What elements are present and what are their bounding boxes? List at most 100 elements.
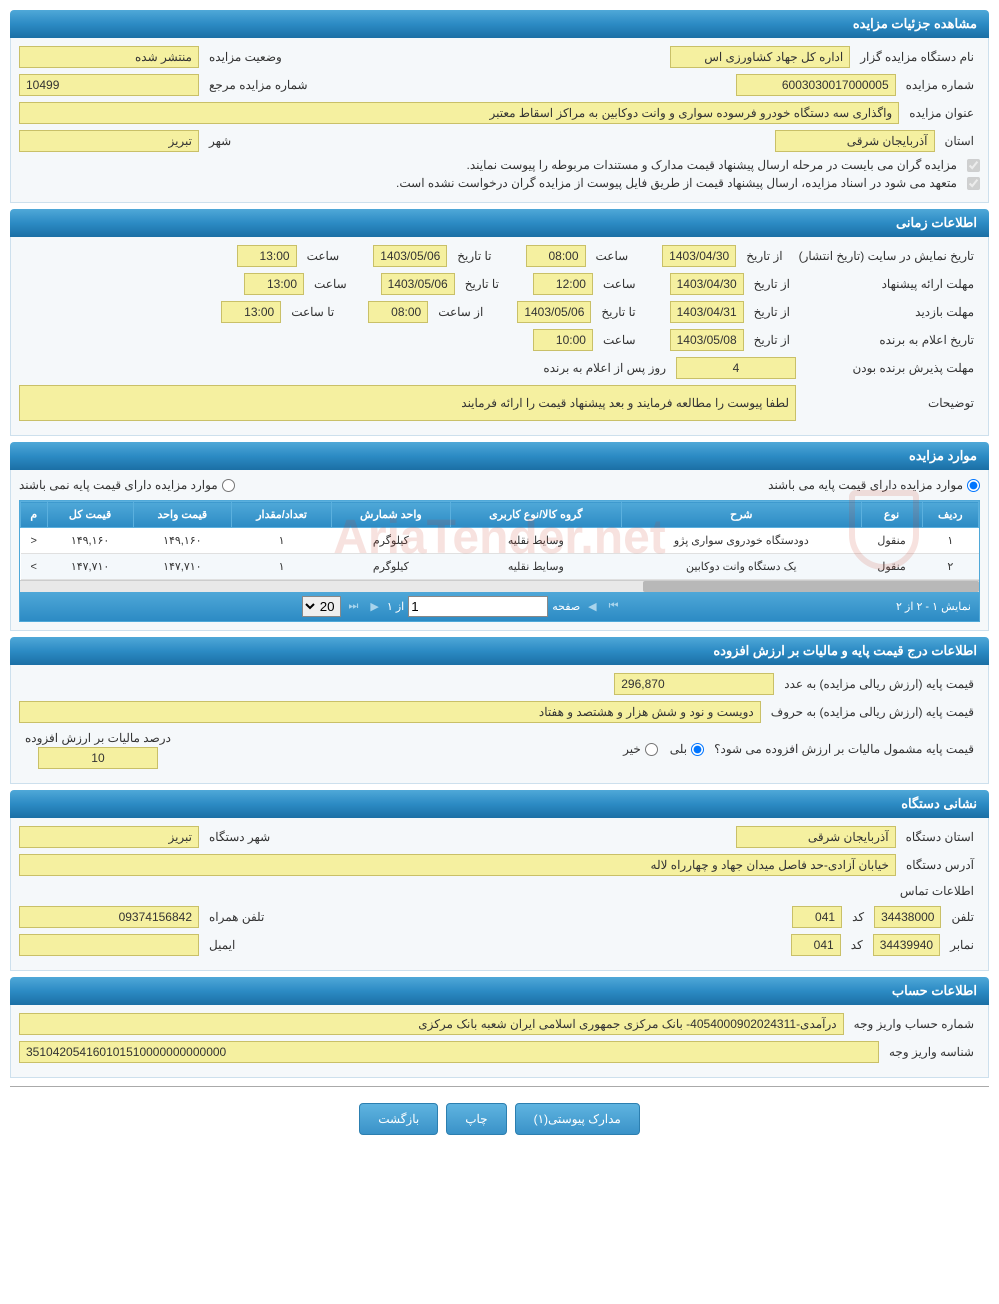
section-body-pricing: قیمت پایه (ارزش ریالی مزایده) به عدد 296… <box>10 665 989 784</box>
number-label: شماره مزایده <box>900 76 980 94</box>
table-cell: کیلوگرم <box>332 554 450 580</box>
button-bar: مدارک پیوستی(۱) چاپ بازگشت <box>10 1086 989 1151</box>
table-cell: ۱۴۷,۷۱۰ <box>47 554 133 580</box>
email-value <box>19 934 199 956</box>
no-base-radio[interactable] <box>222 479 235 492</box>
from-label-3: از تاریخ <box>748 303 796 321</box>
accept-days: 4 <box>676 357 796 379</box>
table-horizontal-scrollbar[interactable] <box>20 580 979 592</box>
section-header-pricing: اطلاعات درج قیمت پایه و مالیات بر ارزش ا… <box>10 637 989 665</box>
pager-page-input[interactable] <box>408 596 548 617</box>
agency-value: اداره کل جهاد کشاورزی اس <box>670 46 850 68</box>
vat-yes-label[interactable]: بلی <box>670 742 704 756</box>
to-time-label: تا ساعت <box>285 303 340 321</box>
publish-label: تاریخ نمایش در سایت (تاریخ انتشار) <box>793 247 980 265</box>
time-label-4: ساعت <box>308 275 353 293</box>
section-header-timing: اطلاعات زمانی <box>10 209 989 237</box>
table-row: ۱منقولدودستگاه خودروی سواری پژووسایط نقل… <box>21 528 979 554</box>
check1-label: مزایده گران می بایست در مرحله ارسال پیشن… <box>467 158 957 172</box>
base-txt-value: دویست و نود و شش هزار و هشتصد و هفتاد <box>19 701 761 723</box>
code-label-2: کد <box>845 936 869 954</box>
proposal-to-time: 13:00 <box>244 273 304 295</box>
pager-first-icon[interactable]: ⏮ <box>605 600 623 613</box>
agency-province-value: آذربایجان شرقی <box>736 826 896 848</box>
items-table-container: ردیف نوع شرح گروه کالا/نوع کاربری واحد ش… <box>19 500 980 622</box>
phone-value: 34438000 <box>874 906 941 928</box>
col-desc: شرح <box>622 502 861 528</box>
province-label: استان <box>939 132 980 150</box>
table-cell: وسایط نقلیه <box>450 554 622 580</box>
time-label-5: ساعت <box>597 331 642 349</box>
to-label-3: تا تاریخ <box>595 303 641 321</box>
has-base-radio-label[interactable]: موارد مزایده دارای قیمت پایه می باشند <box>768 478 980 492</box>
publish-from-time: 08:00 <box>526 245 586 267</box>
table-cell: ۱۴۹,۱۶۰ <box>47 528 133 554</box>
visit-label: مهلت بازدید <box>800 303 980 321</box>
agency-addr-value: خیابان آزادی-حد فاصل میدان جهاد و چهاررا… <box>19 854 896 876</box>
vat-pct-label: درصد مالیات بر ارزش افزوده <box>19 729 177 747</box>
table-cell: < <box>21 528 48 554</box>
from-label-2: از تاریخ <box>748 275 796 293</box>
vat-no-label[interactable]: خیر <box>623 742 658 756</box>
winner-time: 10:00 <box>533 329 593 351</box>
accept-label: مهلت پذیرش برنده بودن <box>800 359 980 377</box>
publish-from-date: 1403/04/30 <box>662 245 736 267</box>
status-label: وضعیت مزایده <box>203 48 288 66</box>
phone-code-value: 041 <box>792 906 842 928</box>
print-button[interactable]: چاپ <box>446 1103 506 1135</box>
agency-province-label: استان دستگاه <box>900 828 980 846</box>
table-cell: ۱ <box>232 528 332 554</box>
table-pager: نمایش ۱ - ۲ از ۲ ⏮ ◀ صفحه از ۱ ▶ ⏭ 20 <box>20 592 979 621</box>
pager-next-icon[interactable]: ▶ <box>366 600 382 613</box>
items-table: ردیف نوع شرح گروه کالا/نوع کاربری واحد ش… <box>20 501 979 580</box>
section-header-details: مشاهده جزئیات مزایده <box>10 10 989 38</box>
agency-city-label: شهر دستگاه <box>203 828 276 846</box>
phone-label: تلفن <box>945 908 980 926</box>
scrollbar-thumb[interactable] <box>643 581 979 592</box>
email-label: ایمیل <box>203 936 241 954</box>
col-cat: گروه کالا/نوع کاربری <box>450 502 622 528</box>
col-more: م <box>21 502 48 528</box>
vat-no-radio[interactable] <box>645 743 658 756</box>
proposal-from-time: 12:00 <box>533 273 593 295</box>
proposal-label: مهلت ارائه پیشنهاد <box>800 275 980 293</box>
col-type: نوع <box>861 502 922 528</box>
code-label-1: کد <box>846 908 870 926</box>
to-label-1: تا تاریخ <box>451 247 497 265</box>
from-time-label: از ساعت <box>432 303 489 321</box>
has-base-radio[interactable] <box>967 479 980 492</box>
table-cell: ۱۴۷,۷۱۰ <box>133 554 231 580</box>
section-header-account: اطلاعات حساب <box>10 977 989 1005</box>
no-base-text: موارد مزایده دارای قیمت پایه نمی باشند <box>19 478 218 492</box>
pager-last-icon[interactable]: ⏭ <box>345 600 363 613</box>
table-cell: کیلوگرم <box>332 528 450 554</box>
base-num-value: 296,870 <box>614 673 774 695</box>
pager-per-page-select[interactable]: 20 <box>302 596 341 617</box>
section-body-items: موارد مزایده دارای قیمت پایه می باشند مو… <box>10 470 989 631</box>
city-value: تبریز <box>19 130 199 152</box>
section-body-timing: تاریخ نمایش در سایت (تاریخ انتشار) از تا… <box>10 237 989 436</box>
section-body-agency: استان دستگاه آذربایجان شرقی شهر دستگاه ت… <box>10 818 989 971</box>
back-button[interactable]: بازگشت <box>359 1103 438 1135</box>
col-qty: تعداد/مقدار <box>232 502 332 528</box>
col-total: قیمت کل <box>47 502 133 528</box>
table-cell: ۱ <box>922 528 978 554</box>
table-cell: > <box>21 554 48 580</box>
no-base-radio-label[interactable]: موارد مزایده دارای قیمت پایه نمی باشند <box>19 478 235 492</box>
proposal-to-date: 1403/05/06 <box>381 273 455 295</box>
section-header-items: موارد مزایده <box>10 442 989 470</box>
pager-summary: نمایش ۱ - ۲ از ۲ <box>896 600 971 613</box>
time-label-3: ساعت <box>597 275 642 293</box>
agency-addr-label: آدرس دستگاه <box>900 856 980 874</box>
notes-label: توضیحات <box>800 394 980 412</box>
base-txt-label: قیمت پایه (ارزش ریالی مزایده) به حروف <box>765 703 980 721</box>
col-row: ردیف <box>922 502 978 528</box>
agency-label: نام دستگاه مزایده گزار <box>854 48 980 66</box>
visit-to-date: 1403/05/06 <box>517 301 591 323</box>
table-row: ۲منقولیک دستگاه وانت دوکابینوسایط نقلیهک… <box>21 554 979 580</box>
section-body-account: شماره حساب واریز وجه درآمدی-405400090202… <box>10 1005 989 1078</box>
pager-prev-icon[interactable]: ◀ <box>584 600 600 613</box>
title-value: واگذاری سه دستگاه خودرو فرسوده سواری و و… <box>19 102 899 124</box>
vat-yes-radio[interactable] <box>691 743 704 756</box>
attachments-button[interactable]: مدارک پیوستی(۱) <box>515 1103 640 1135</box>
